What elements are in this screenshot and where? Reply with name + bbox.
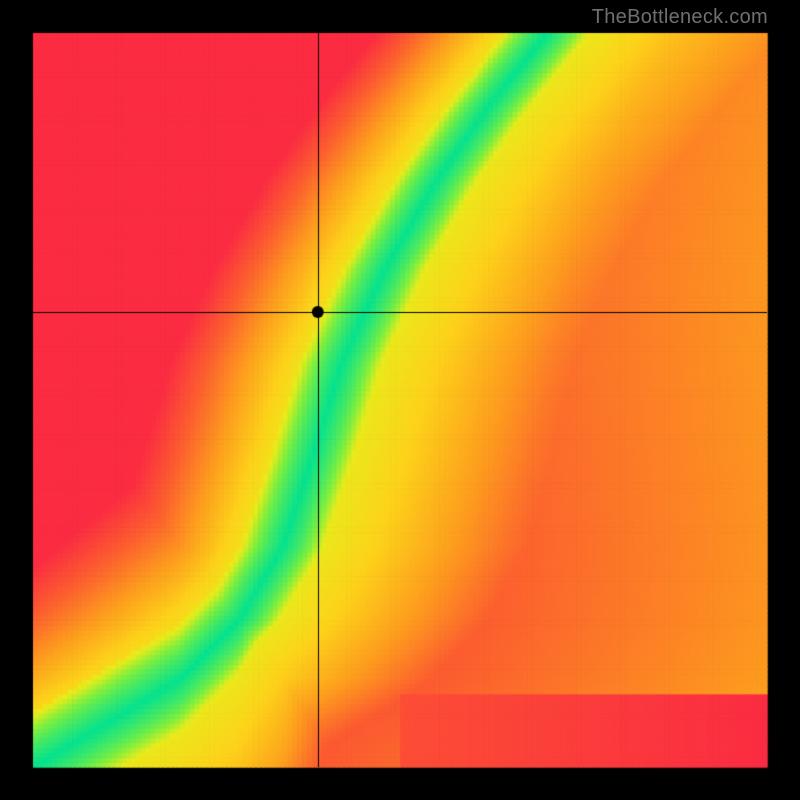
chart-container: TheBottleneck.com [0, 0, 800, 800]
heatmap-canvas [0, 0, 800, 800]
watermark-text: TheBottleneck.com [592, 6, 768, 29]
